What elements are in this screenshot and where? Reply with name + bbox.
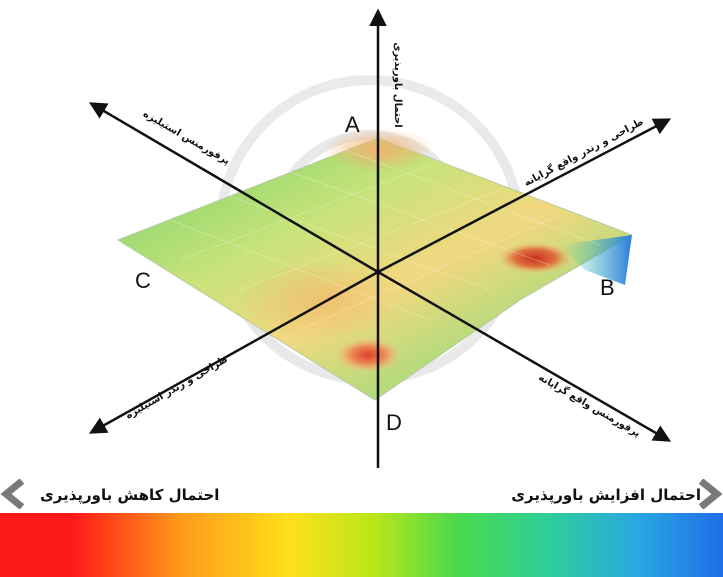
lower-left-axis — [88, 270, 379, 434]
corner-label-a: A — [345, 112, 360, 137]
color-legend: احتمال کاهش باورپذیری احتمال افزایش باور… — [0, 477, 723, 577]
corner-label-b: B — [600, 275, 615, 300]
peak-d-hotspot — [334, 337, 402, 373]
axis-label-lower-right: پرفورمنس واقع گرایانه — [536, 370, 643, 439]
axis-label-upper-right: طراحی و رندر واقع گرایانه — [521, 115, 645, 189]
chevron-left-icon — [0, 479, 25, 509]
upper-right-axis — [377, 118, 672, 274]
legend-decrease-label: احتمال کاهش باورپذیری — [40, 486, 220, 504]
axis-label-lower-left: طراحی و رندر استیلیزه — [124, 354, 230, 421]
lower-right-axis — [377, 270, 672, 442]
chevron-right-icon — [698, 479, 723, 509]
believability-gradient-bar — [0, 513, 723, 577]
peak-b-hotspot — [497, 242, 573, 274]
axes — [88, 8, 672, 468]
axis-label-vertical: احتمال باورپذیری — [392, 42, 403, 128]
corner-label-c: C — [135, 268, 151, 293]
corner-label-d: D — [386, 410, 402, 435]
upper-left-axis — [88, 102, 379, 274]
legend-increase-label: احتمال افزایش باورپذیری — [511, 486, 701, 504]
